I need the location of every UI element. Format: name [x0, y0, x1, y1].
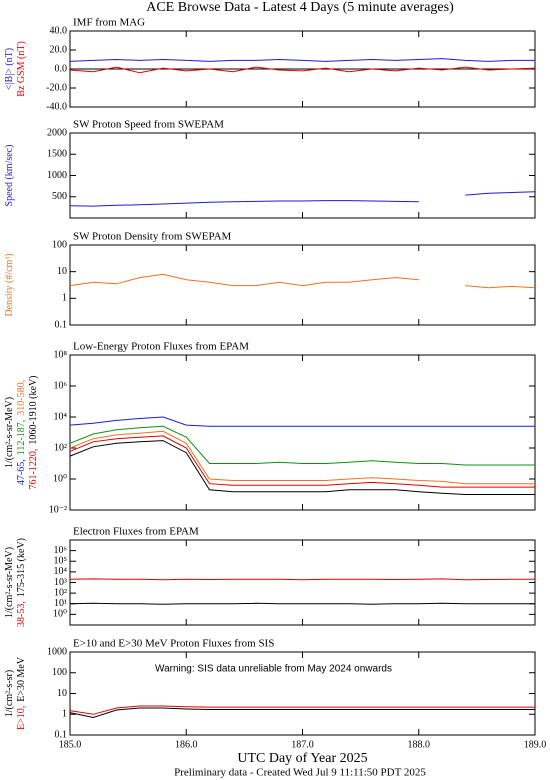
y-tick-label: 10 [57, 266, 67, 277]
y-label-series: 1060-1910 (keV) [28, 376, 39, 445]
y-axis-label: 38-53, 175-315 (keV) [16, 538, 27, 627]
panel-title: Low-Energy Proton Fluxes from EPAM [73, 341, 249, 353]
y-tick-label: 1500 [47, 149, 67, 160]
series-line [69, 191, 536, 207]
y-axis-label: 1/(cm²-s-sr-MeV) [4, 547, 15, 618]
y-axis-label: E>10, E>30 MeV [16, 656, 27, 730]
y-tick-label: 10⁸ [54, 349, 68, 360]
y-tick-label: 10³ [54, 577, 67, 588]
y-label-text: Density (#/cm³) [4, 253, 15, 316]
y-tick-label: 100 [52, 667, 67, 678]
series-line [69, 273, 536, 289]
x-tick-label: 188.0 [408, 739, 431, 750]
y-tick-label: 10⁴ [54, 411, 68, 422]
y-tick-label: 2000 [47, 127, 67, 138]
y-tick-label: 0.1 [55, 729, 68, 740]
series-line [69, 416, 535, 427]
y-label-series: 112-187, [16, 420, 27, 455]
x-tick-label: 186.0 [175, 739, 198, 750]
y-tick-label: 1 [62, 293, 67, 304]
y-tick-label: 500 [52, 191, 67, 202]
y-label-text: Speed (km/sec) [4, 145, 15, 207]
series-line [69, 58, 535, 62]
y-label-series: <|B|> (nT) [4, 48, 15, 90]
y-tick-label: 1 [62, 709, 67, 720]
y-tick-label: -20.0 [46, 82, 67, 93]
y-axis-label: 761-1220, 1060-1910 (keV) [28, 376, 39, 490]
y-tick-label: -40.0 [46, 101, 67, 112]
series-line [69, 578, 535, 581]
y-tick-label: 10² [54, 587, 67, 598]
panel-title: Electron Fluxes from EPAM [73, 526, 199, 538]
panel-title: SW Proton Speed from SWEPAM [73, 119, 224, 131]
plot-frame [69, 539, 536, 626]
y-tick-label: 10 [57, 688, 67, 699]
y-tick-label: 100 [52, 239, 67, 250]
y-label-text: 1/(cm²-s-sr-MeV) [4, 397, 15, 468]
y-tick-label: 10⁴ [54, 566, 68, 577]
y-label-series: 38-53, [16, 601, 27, 627]
series-line [69, 425, 535, 466]
series-line [69, 705, 535, 715]
y-axis-label: Bz GSM (nT) [16, 41, 27, 97]
y-tick-label: 0.0 [55, 63, 68, 74]
series-line [69, 440, 535, 495]
y-tick-label: 10⁶ [54, 380, 68, 391]
series-line [69, 430, 535, 485]
y-axis-label: 1/(cm²-s-sr-MeV) [4, 397, 15, 468]
y-label-text: 1/(cm²-s-sr) [4, 670, 15, 717]
y-label-series: E>30 MeV [16, 656, 27, 702]
y-tick-label: 10⁰ [53, 473, 67, 484]
x-tick-label: 185.0 [59, 739, 82, 750]
y-tick-label: 10² [54, 442, 67, 453]
series-line [69, 435, 535, 488]
y-label-series: 175-315 (keV) [16, 538, 27, 597]
y-tick-label: 40.0 [50, 25, 68, 36]
y-label-text: 1/(cm²-s-sr-MeV) [4, 547, 15, 618]
y-label-series: 310-580, [16, 380, 27, 416]
annotation: Warning: SIS data unreliable from May 20… [155, 664, 392, 675]
y-axis-label: Speed (km/sec) [4, 145, 15, 207]
x-tick-label: 187.0 [291, 739, 314, 750]
y-tick-label: 20.0 [50, 44, 68, 55]
y-axis-label: Density (#/cm³) [4, 253, 15, 316]
y-tick-label: 0.1 [55, 319, 68, 330]
y-tick-label: 10¹ [54, 598, 67, 609]
y-tick-label: 10⁶ [54, 545, 68, 556]
series-line [69, 66, 536, 74]
y-tick-label: 1000 [47, 170, 67, 181]
x-tick-label: 189.0 [524, 739, 547, 750]
y-tick-label: 10⁵ [54, 556, 68, 567]
y-tick-label: 10⁰ [53, 609, 67, 620]
series-line [69, 602, 535, 605]
y-axis-label: 47-65, 112-187, 310-580, [16, 380, 27, 485]
x-axis-label: UTC Day of Year 2025 [237, 751, 367, 766]
plot-frame [69, 244, 536, 326]
y-label-series: 47-65, [16, 459, 27, 485]
y-tick-label: 10⁻² [49, 504, 67, 515]
y-label-series: E>10, [16, 706, 27, 730]
panel-title: IMF from MAG [73, 17, 145, 29]
footer: Preliminary data - Created Wed Jul 9 11:… [174, 767, 426, 779]
panel-title: E>10 and E>30 MeV Proton Fluxes from SIS [73, 638, 274, 650]
y-label-series: 761-1220, [28, 449, 39, 490]
page-title: ACE Browse Data - Latest 4 Days (5 minut… [146, 0, 454, 15]
y-axis-label: 1/(cm²-s-sr) [4, 670, 15, 717]
y-label-series: Bz GSM (nT) [16, 41, 27, 97]
series-line [69, 707, 535, 719]
y-tick-label: 1000 [47, 646, 67, 657]
y-axis-label: <|B|> (nT) [4, 48, 15, 90]
panel-title: SW Proton Density from SWEPAM [73, 231, 232, 243]
